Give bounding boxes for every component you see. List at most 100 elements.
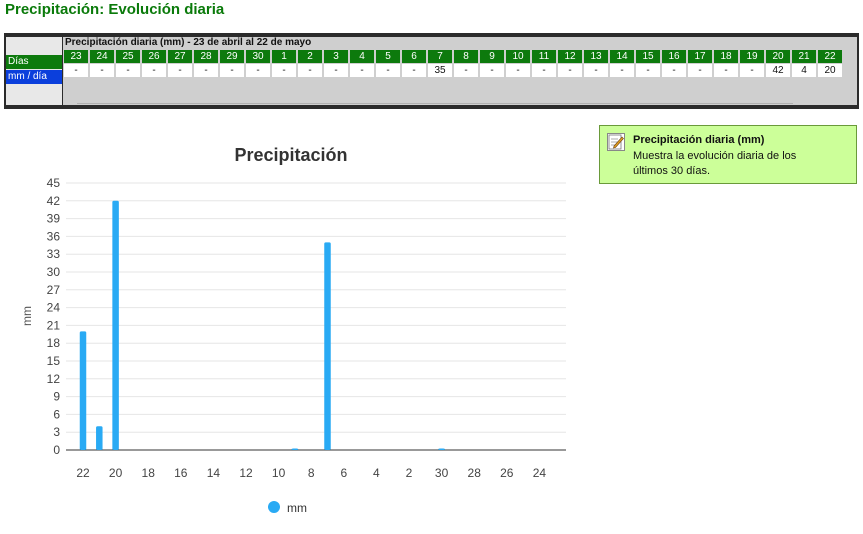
day-cell: 5 (376, 50, 401, 63)
x-tick-label: 26 (500, 466, 514, 480)
row-label-days: Días (6, 55, 62, 69)
day-cell: 1 (272, 50, 297, 63)
value-cell: - (246, 64, 271, 77)
x-tick-label: 24 (533, 466, 547, 480)
legend-marker (268, 501, 280, 513)
value-cell: - (298, 64, 323, 77)
bar (79, 331, 87, 450)
y-tick-label: 15 (47, 354, 61, 368)
day-cell: 2 (298, 50, 323, 63)
value-cell: - (220, 64, 245, 77)
value-cell: - (480, 64, 505, 77)
value-cell: - (714, 64, 739, 77)
table-row-labels: Días mm / día (6, 37, 62, 105)
y-tick-label: 27 (47, 283, 61, 297)
x-tick-label: 4 (373, 466, 380, 480)
x-tick-label: 22 (76, 466, 90, 480)
y-tick-label: 9 (53, 390, 60, 404)
row-label-mm: mm / día (6, 70, 62, 84)
value-cell: - (116, 64, 141, 77)
bar (96, 426, 103, 450)
value-cell: 42 (766, 64, 791, 77)
horizontal-scrollbar[interactable] (77, 103, 793, 104)
value-cell: 4 (792, 64, 817, 77)
value-cell: - (688, 64, 713, 77)
day-cell: 29 (220, 50, 245, 63)
day-cell: 8 (454, 50, 479, 63)
day-cell: 23 (64, 50, 89, 63)
value-cell: - (558, 64, 583, 77)
value-cell: - (350, 64, 375, 77)
table-grid: Precipitación diaria (mm) - 23 de abril … (63, 37, 857, 105)
x-tick-label: 12 (239, 466, 253, 480)
bar (112, 200, 119, 450)
x-tick-label: 28 (468, 466, 482, 480)
day-cell: 20 (766, 50, 791, 63)
day-cell: 28 (194, 50, 219, 63)
x-tick-label: 16 (174, 466, 188, 480)
x-tick-label: 8 (308, 466, 315, 480)
y-tick-label: 0 (53, 443, 60, 457)
y-tick-label: 6 (53, 407, 60, 421)
y-tick-label: 18 (47, 336, 61, 350)
value-cell: - (610, 64, 635, 77)
day-cell: 30 (246, 50, 271, 63)
x-tick-label: 20 (109, 466, 123, 480)
y-tick-label: 12 (47, 372, 61, 386)
day-cell: 22 (818, 50, 843, 63)
info-description: Muestra la evolución diaria de los últim… (633, 150, 797, 177)
value-cell: - (168, 64, 193, 77)
day-cell: 17 (688, 50, 713, 63)
x-tick-label: 2 (406, 466, 413, 480)
day-cell: 7 (428, 50, 453, 63)
y-tick-label: 24 (47, 301, 61, 315)
value-cell: - (142, 64, 167, 77)
value-cell: - (454, 64, 479, 77)
value-cell: - (584, 64, 609, 77)
value-cell: - (740, 64, 765, 77)
x-tick-label: 14 (207, 466, 221, 480)
day-cell: 18 (714, 50, 739, 63)
day-cell: 27 (168, 50, 193, 63)
y-tick-label: 45 (47, 176, 61, 190)
day-cell: 13 (584, 50, 609, 63)
bar (324, 242, 331, 450)
day-cell: 6 (402, 50, 427, 63)
day-cell: 12 (558, 50, 583, 63)
x-tick-label: 30 (435, 466, 449, 480)
y-tick-label: 33 (47, 247, 61, 261)
day-cell: 15 (636, 50, 661, 63)
value-cell: - (402, 64, 427, 77)
value-cell: - (376, 64, 401, 77)
y-tick-label: 42 (47, 194, 61, 208)
bar (438, 448, 445, 450)
day-cell: 11 (532, 50, 557, 63)
legend-label: mm (287, 501, 307, 515)
value-cell: - (506, 64, 531, 77)
info-box: Precipitación diaria (mm) Muestra la evo… (599, 125, 857, 184)
value-cell: 35 (428, 64, 453, 77)
day-cell: 25 (116, 50, 141, 63)
y-tick-label: 39 (47, 212, 61, 226)
value-cell: - (532, 64, 557, 77)
info-title: Precipitación diaria (mm) (633, 134, 765, 146)
value-cell: - (90, 64, 115, 77)
value-cell: - (662, 64, 687, 77)
day-cell: 24 (90, 50, 115, 63)
value-cell: 20 (818, 64, 843, 77)
y-tick-label: 3 (53, 425, 60, 439)
x-tick-label: 6 (340, 466, 347, 480)
x-tick-label: 18 (142, 466, 156, 480)
y-tick-label: 36 (47, 229, 61, 243)
y-tick-label: 21 (47, 318, 61, 332)
value-cell: - (64, 64, 89, 77)
day-cell: 16 (662, 50, 687, 63)
x-tick-label: 10 (272, 466, 286, 480)
day-cell: 3 (324, 50, 349, 63)
page-title: Precipitación: Evolución diaria (5, 1, 225, 18)
day-cell: 21 (792, 50, 817, 63)
y-tick-label: 30 (47, 265, 61, 279)
day-cell: 4 (350, 50, 375, 63)
table-header: Precipitación diaria (mm) - 23 de abril … (65, 37, 312, 48)
